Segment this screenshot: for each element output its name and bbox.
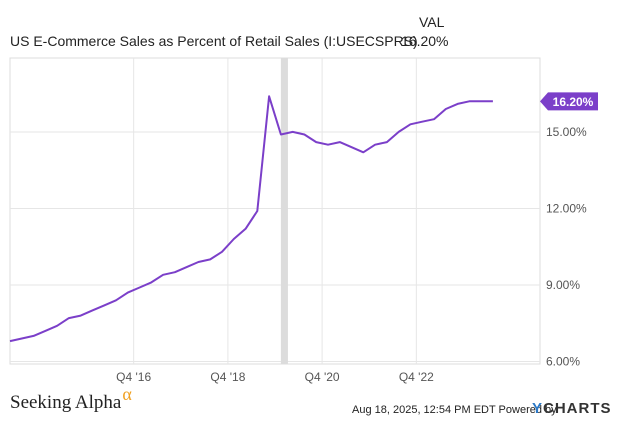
series-line [9,95,493,343]
y-tick-label: 15.00% [546,125,587,139]
legend-series-name: US E-Commerce Sales as Percent of Retail… [10,33,418,49]
end-value-badge [540,92,598,111]
ycharts-logo-y: Y [532,400,544,417]
recession-band [280,58,288,364]
end-value-label: 16.20% [553,95,594,109]
y-tick-label: 12.00% [546,201,587,215]
footer-timestamp: Aug 18, 2025, 12:54 PM EDT Powered by [352,404,557,416]
ycharts-logo: YCHARTS [532,400,612,417]
legend-column-header: VAL [419,14,445,30]
y-tick-label: 9.00% [546,278,580,292]
x-tick-label: Q4 '20 [305,370,340,384]
x-tick-label: Q4 '22 [399,370,434,384]
legend-value: 16.20% [401,33,449,49]
seeking-alpha-text: Seeking Alpha [10,392,122,413]
x-tick-label: Q4 '16 [116,370,151,384]
x-tick-label: Q4 '18 [210,370,245,384]
ycharts-logo-text: CHARTS [543,400,612,417]
alpha-icon: α [122,384,132,404]
y-tick-label: 6.00% [546,354,580,368]
plot-area [9,57,541,365]
seeking-alpha-logo: Seeking Alphaα [10,384,132,414]
